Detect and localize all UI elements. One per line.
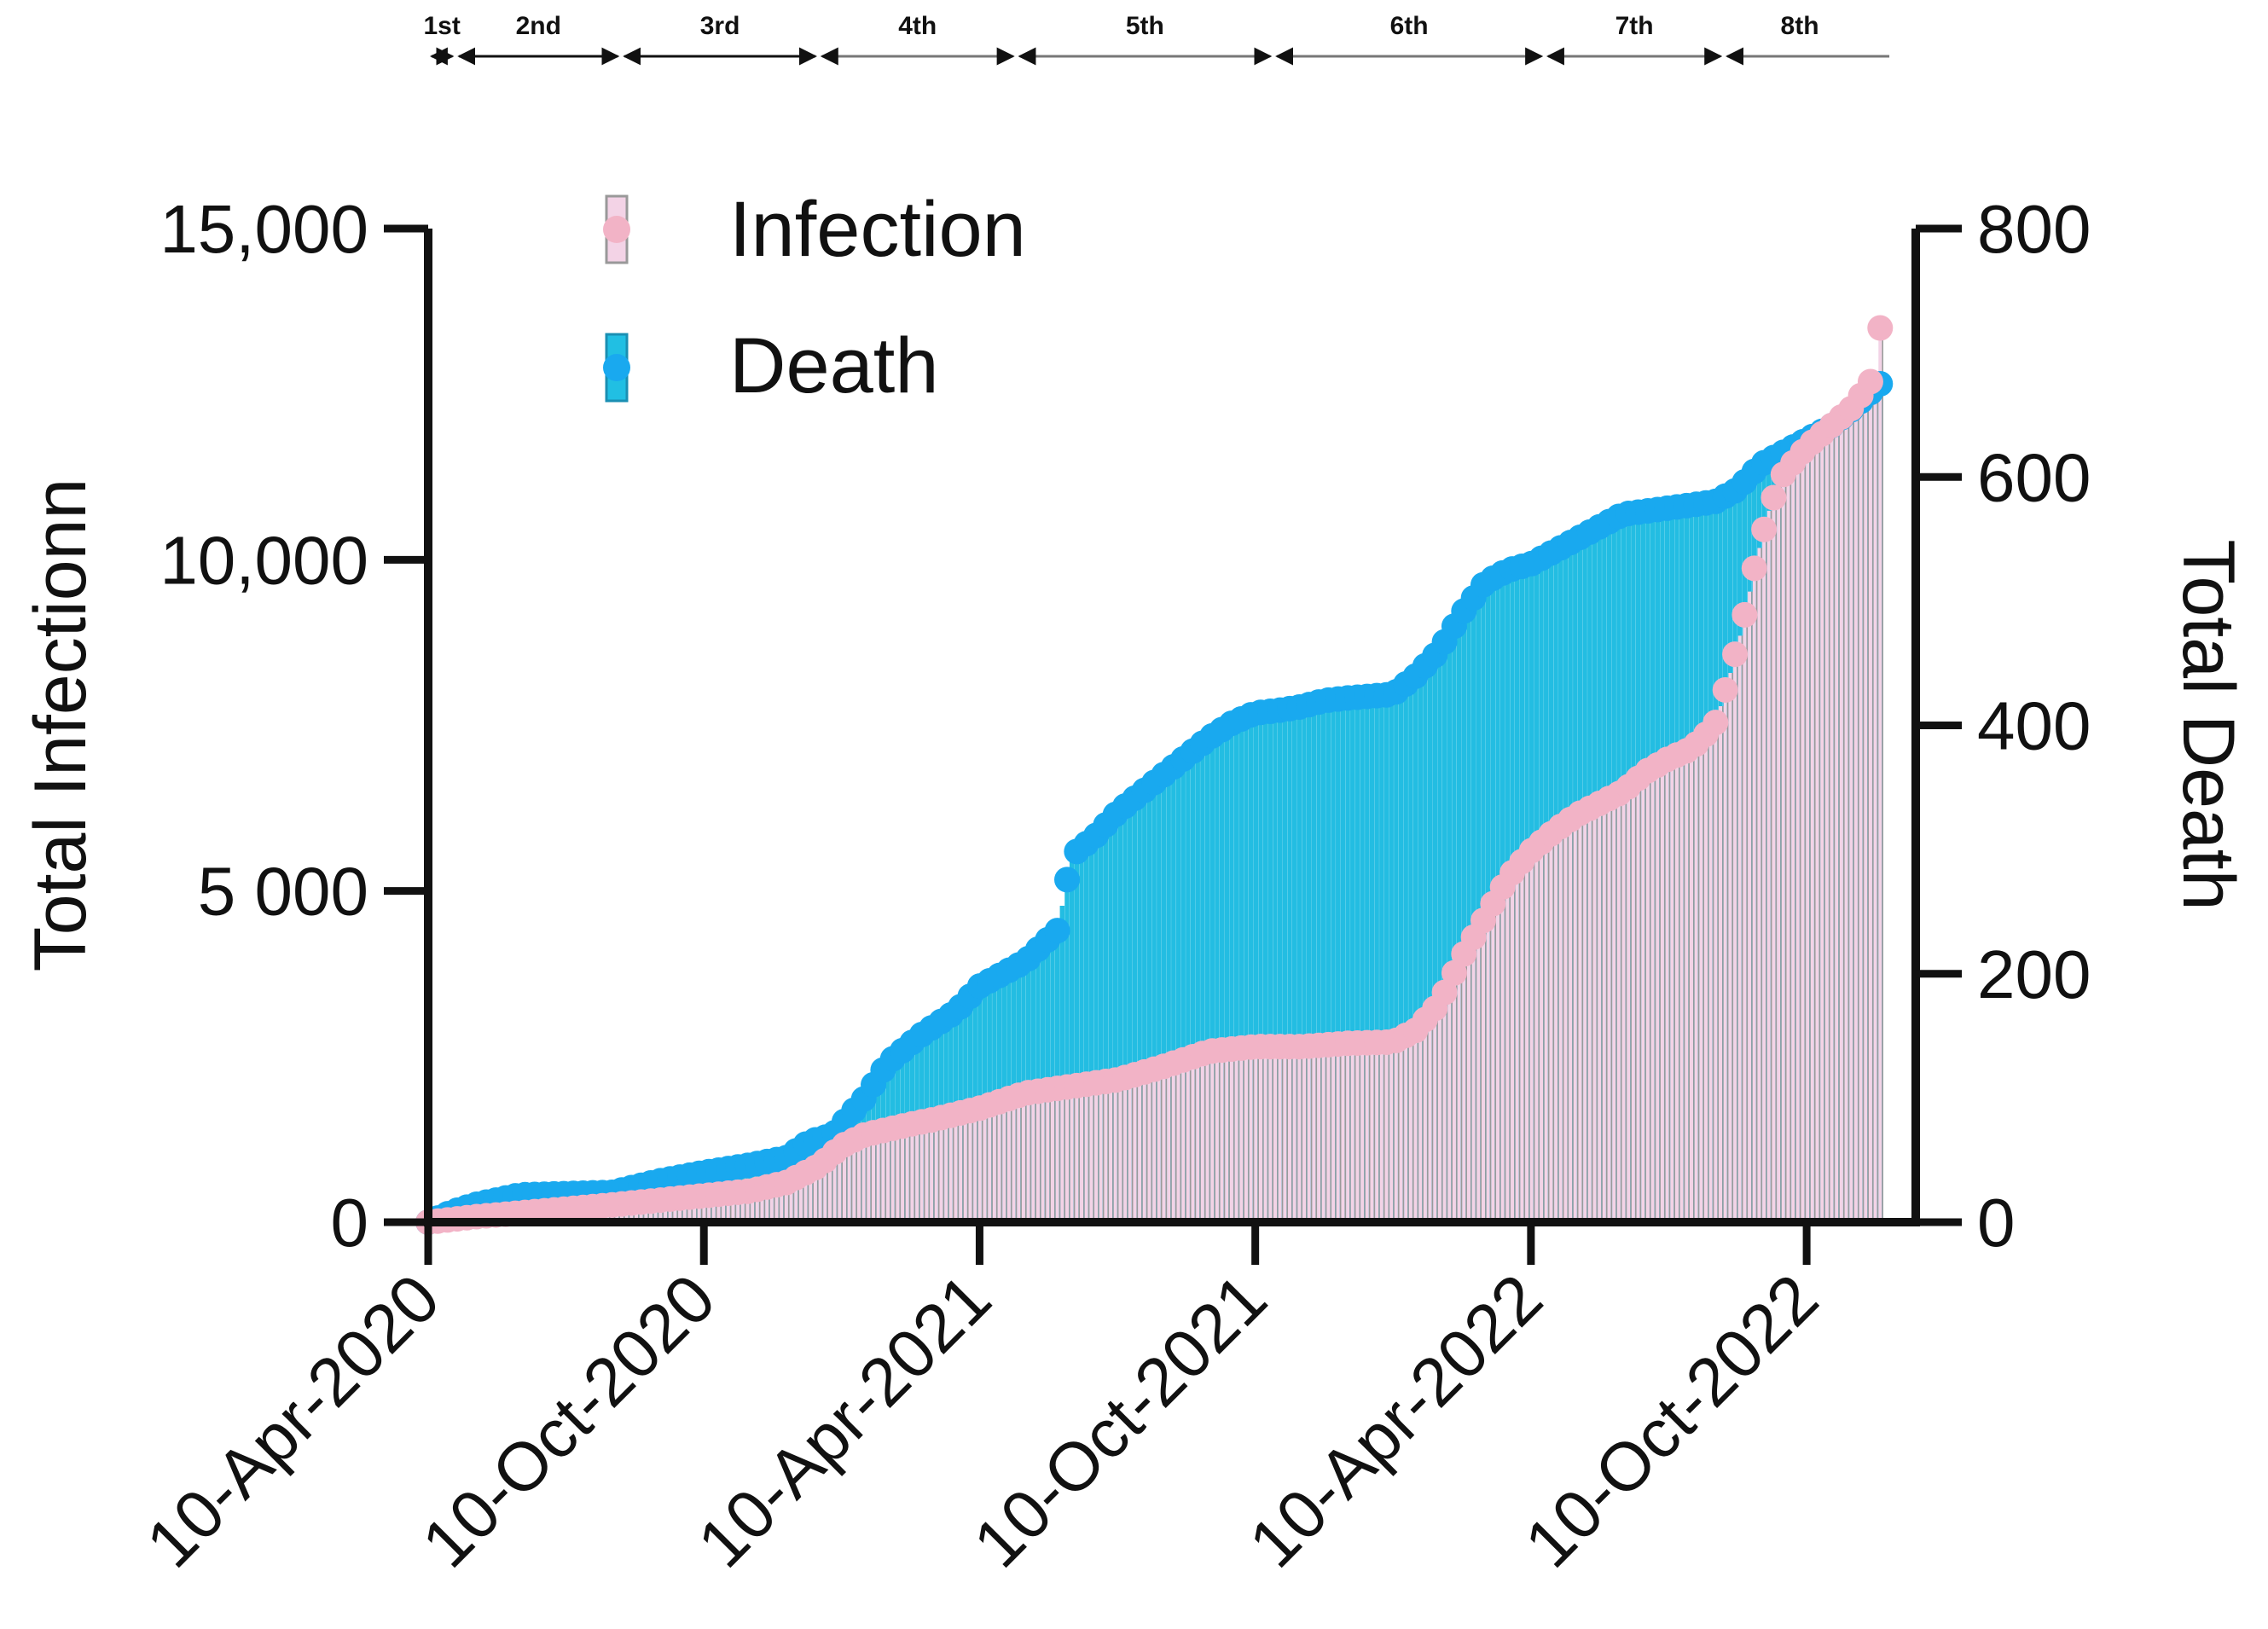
infection-point [1867,315,1894,341]
left-y-tick-label: 15,000 [160,191,368,267]
right-y-tick-label: 800 [1977,191,2091,267]
legend-label-infection: Infection [729,186,1026,273]
infection-point [1741,555,1767,582]
infection-point [1722,641,1749,668]
left-y-tick-label: 0 [331,1185,369,1261]
x-tick-label: 10-Apr-2021 [683,1260,1005,1581]
wave-label: 6th [1390,12,1429,40]
wave-label: 3rd [700,12,740,40]
infection-point [1857,368,1883,395]
legend: Infection Death [603,186,1026,409]
wave-periods: 1st 2nd 3rd 4th 5th 6th 7th 8th [423,12,1890,66]
x-tick-label: 10-Apr-2020 [132,1260,454,1581]
infection-point [1441,959,1467,986]
right-y-axis-title: Total Death [2167,539,2249,910]
legend-item-infection: Infection [603,186,1026,273]
legend-label-death: Death [729,322,939,409]
x-tick-label: 10-Apr-2022 [1234,1260,1556,1581]
x-ticks: 10-Apr-202010-Oct-202010-Apr-202110-Oct-… [132,1222,1832,1581]
left-y-axis-title: Total Infectionn [20,478,102,971]
death-point [1044,918,1070,944]
left-y-tick-label: 10,000 [160,522,368,598]
infection-point [1731,601,1758,628]
infection-point [1760,484,1787,511]
death-point [1054,867,1081,893]
wave-label: 5th [1126,12,1164,40]
right-y-tick-label: 400 [1977,688,2091,764]
left-y-ticks: 0 5 000 10,000 15,000 [160,191,428,1261]
legend-item-death: Death [603,322,939,409]
wave-label: 1st [423,12,460,40]
wave-label: 4th [898,12,937,40]
x-tick-label: 10-Oct-2022 [1511,1260,1832,1581]
left-y-tick-label: 5 000 [198,854,368,930]
infection-bars [431,328,1883,1222]
right-y-tick-label: 600 [1977,439,2091,515]
right-y-tick-label: 200 [1977,936,2091,1012]
infection-point [1712,676,1738,703]
right-y-ticks: 0 200 400 600 800 [1916,191,2091,1261]
x-tick-label: 10-Oct-2020 [408,1260,729,1581]
infection-point [1751,516,1778,542]
x-tick-label: 10-Oct-2021 [959,1260,1280,1581]
infection-point [1702,710,1729,736]
wave-label: 7th [1615,12,1654,40]
right-y-tick-label: 0 [1977,1185,2016,1261]
infection-point [1431,979,1458,1006]
wave-label: 8th [1781,12,1819,40]
wave-label: 2nd [516,12,561,40]
